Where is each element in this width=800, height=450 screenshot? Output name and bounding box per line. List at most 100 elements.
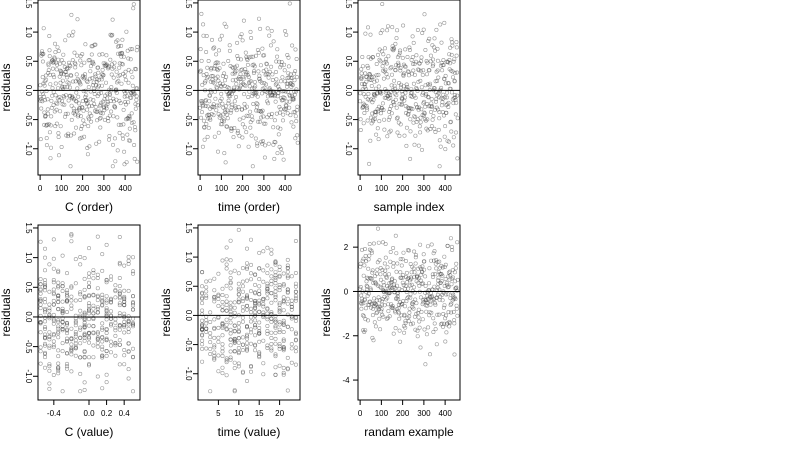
data-point [62, 114, 67, 119]
data-point [65, 111, 70, 116]
data-point [126, 326, 131, 331]
x-tick-label: 300 [97, 184, 111, 193]
data-point [132, 156, 137, 161]
x-axis-label: time (value) [218, 425, 281, 439]
data-point [252, 64, 257, 69]
data-point [294, 75, 299, 80]
data-point [261, 296, 266, 301]
data-point [261, 372, 266, 377]
data-point [131, 294, 136, 299]
data-point [424, 72, 429, 77]
data-point [223, 160, 228, 165]
data-point [455, 240, 460, 245]
data-point [366, 266, 371, 271]
data-point [48, 123, 53, 128]
data-point [82, 320, 87, 325]
data-point [95, 331, 100, 336]
data-point [253, 318, 258, 323]
data-point [97, 91, 102, 96]
data-point [82, 335, 87, 340]
data-point [277, 264, 282, 269]
data-point [129, 120, 134, 125]
data-point [50, 93, 55, 98]
data-point [404, 143, 409, 148]
data-point [87, 336, 92, 341]
data-point [397, 286, 402, 291]
data-point [293, 293, 298, 298]
data-point [408, 117, 413, 122]
data-point [261, 302, 266, 307]
data-point [56, 48, 61, 53]
data-point [63, 38, 68, 43]
data-point [278, 65, 283, 70]
data-point [257, 302, 262, 307]
data-point [440, 110, 445, 115]
data-point [132, 143, 137, 148]
data-point [208, 278, 213, 283]
data-point [101, 73, 106, 78]
data-point [74, 72, 79, 77]
data-point [387, 314, 392, 319]
data-point [277, 267, 282, 272]
data-point [257, 301, 262, 306]
data-point [375, 226, 380, 231]
data-point [402, 95, 407, 100]
data-point [200, 144, 205, 149]
data-point [261, 304, 266, 309]
data-point [295, 133, 300, 138]
data-point [204, 122, 209, 127]
data-point [121, 136, 126, 141]
data-point [69, 326, 74, 331]
data-point [127, 126, 132, 131]
data-point [212, 299, 217, 304]
data-point [47, 330, 52, 335]
data-point [260, 108, 265, 113]
data-point [215, 86, 220, 91]
data-point [42, 355, 47, 360]
data-point [65, 292, 70, 297]
scatter-points [198, 1, 300, 169]
data-point [240, 67, 245, 72]
data-point [240, 266, 245, 271]
data-point [215, 74, 220, 79]
data-point [220, 308, 225, 313]
data-point [380, 28, 385, 33]
data-point [204, 295, 209, 300]
data-point [361, 121, 366, 126]
data-point [285, 355, 290, 360]
data-point [78, 389, 83, 394]
data-point [224, 74, 229, 79]
data-point [454, 53, 459, 58]
data-point [267, 69, 272, 74]
data-point [87, 340, 92, 345]
data-point [87, 275, 92, 280]
data-point [78, 325, 83, 330]
data-point [242, 92, 247, 97]
y-tick-label: 1.0 [184, 252, 193, 264]
data-point [219, 33, 224, 38]
data-point [245, 324, 250, 329]
data-point [412, 114, 417, 119]
data-point [391, 331, 396, 336]
data-point [249, 315, 254, 320]
data-point [110, 17, 115, 22]
data-point [237, 87, 242, 92]
data-point [82, 380, 87, 385]
data-point [87, 104, 92, 109]
data-point [430, 104, 435, 109]
data-point [253, 282, 258, 287]
data-point [125, 89, 130, 94]
data-point [249, 277, 254, 282]
data-point [414, 301, 419, 306]
data-point [388, 250, 393, 255]
data-point [364, 103, 369, 108]
data-point [65, 339, 70, 344]
data-point [216, 353, 221, 358]
data-point [60, 281, 65, 286]
data-point [388, 286, 393, 291]
data-point [407, 109, 412, 114]
data-point [51, 280, 56, 285]
data-point [220, 371, 225, 376]
data-point [87, 311, 92, 316]
data-point [61, 60, 66, 65]
